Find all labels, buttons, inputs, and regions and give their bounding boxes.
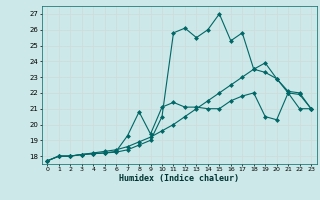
- X-axis label: Humidex (Indice chaleur): Humidex (Indice chaleur): [119, 174, 239, 183]
